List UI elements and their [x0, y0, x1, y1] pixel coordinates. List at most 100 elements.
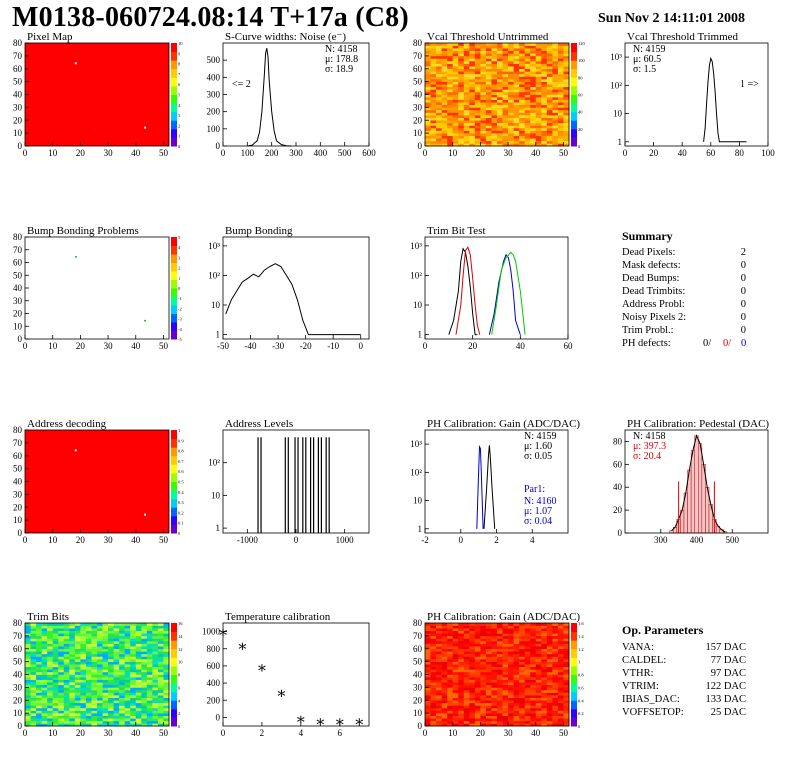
heatmap-cell: [80, 630, 87, 634]
x-tick-label: -50: [217, 341, 229, 351]
heatmap-cell: [557, 659, 564, 662]
heatmap-cell: [535, 646, 542, 650]
heatmap-cell: [430, 73, 437, 77]
heatmap-cell: [508, 630, 514, 634]
x-tick-label: 50: [159, 341, 169, 351]
heatmap-cell: [463, 76, 470, 80]
heatmap-cell: [85, 702, 92, 706]
heatmap-cell: [30, 723, 37, 727]
heatmap-cell: [497, 674, 503, 678]
heatmap-cell: [491, 50, 498, 54]
heatmap-cell: [557, 638, 564, 642]
heatmap-cell: [463, 664, 470, 668]
heatmap-cell: [557, 86, 564, 90]
heatmap-cell: [157, 646, 164, 650]
heatmap-cell: [552, 713, 559, 716]
heatmap-cell: [480, 656, 487, 660]
heatmap-cell: [497, 89, 503, 93]
heatmap-cell: [458, 710, 465, 714]
heatmap-cell: [546, 68, 553, 72]
heatmap-cell: [508, 50, 514, 54]
heatmap-cell: [52, 625, 59, 629]
heatmap-cell: [552, 643, 559, 647]
heatmap-cell: [458, 713, 465, 716]
heatmap-cell: [91, 638, 98, 642]
colorbar-band: [171, 77, 177, 87]
heatmap-cell: [452, 643, 459, 647]
heatmap-cell: [557, 710, 564, 714]
heatmap-cell: [441, 723, 448, 727]
heatmap-cell: [480, 664, 487, 668]
heatmap-cell: [91, 684, 98, 688]
heatmap-cell: [25, 651, 31, 655]
colorbar-label: 0.2: [178, 510, 184, 515]
heatmap-cell: [530, 102, 537, 106]
y-tick-label: 10: [211, 300, 221, 310]
heatmap-cell: [519, 63, 525, 67]
heatmap-cell: [469, 104, 476, 108]
heatmap-cell: [36, 697, 42, 701]
heatmap-cell: [135, 648, 142, 652]
colorbar-label: 10: [178, 41, 183, 46]
heatmap-cell: [474, 648, 481, 652]
x-tick-label: 2: [494, 535, 499, 545]
heatmap-cell: [69, 692, 76, 696]
heatmap-cell: [447, 104, 453, 108]
heatmap-cell: [97, 646, 103, 650]
heatmap-cell: [469, 94, 476, 98]
heatmap-cell: [502, 102, 509, 106]
heatmap-cell: [535, 120, 542, 124]
heatmap-cell: [563, 671, 570, 675]
heatmap-cell: [469, 107, 476, 111]
heatmap-cell: [130, 705, 137, 709]
heatmap-cell: [30, 666, 37, 670]
stat-entries: N: 4158: [325, 44, 358, 55]
heatmap-cell: [519, 635, 525, 639]
heatmap-cell: [491, 120, 498, 124]
heatmap-cell: [474, 84, 481, 88]
heatmap-cell: [41, 630, 48, 634]
heatmap-cell: [452, 68, 459, 72]
heatmap-cell: [480, 713, 487, 716]
heatmap-cell: [502, 61, 509, 64]
heatmap-cell: [519, 86, 525, 90]
heatmap-cell: [524, 707, 531, 711]
heatmap-cell: [552, 715, 559, 719]
heatmap-cell: [452, 661, 459, 665]
heatmap-cell: [436, 687, 442, 691]
heatmap-cell: [530, 112, 537, 116]
heatmap-cell: [69, 715, 76, 719]
heatmap-cell: [452, 707, 459, 711]
heatmap-cell: [425, 109, 431, 113]
heatmap-cell: [146, 661, 153, 665]
heatmap-cell: [102, 653, 109, 657]
bad-bump-pixel: [74, 256, 77, 258]
heatmap-cell: [557, 661, 564, 665]
heatmap-cell: [108, 697, 114, 701]
plot-title: Bump Bonding: [225, 225, 293, 237]
heatmap-cell: [430, 135, 437, 139]
heatmap-cell: [80, 707, 87, 711]
heatmap-cell: [30, 653, 37, 657]
heatmap-cell: [41, 710, 48, 714]
heatmap-cell: [157, 664, 164, 668]
heatmap-cell: [124, 661, 131, 665]
heatmap-cell: [108, 710, 114, 714]
heatmap-cell: [552, 71, 559, 75]
plot-title: Trim Bits: [27, 611, 69, 623]
heatmap-cell: [546, 73, 553, 77]
heatmap-cell: [91, 723, 98, 727]
heatmap-cell: [480, 700, 487, 704]
heatmap-cell: [497, 664, 503, 668]
heatmap-cell: [141, 674, 148, 678]
heatmap-cell: [563, 641, 570, 644]
heatmap-cell: [36, 718, 42, 722]
heatmap-cell: [508, 109, 514, 113]
y-tick-label: 50: [13, 657, 23, 667]
heatmap-cell: [447, 76, 453, 80]
heatmap-cell: [563, 625, 570, 629]
heatmap-cell: [63, 718, 70, 722]
heatmap-cell: [425, 630, 431, 634]
heatmap-cell: [519, 76, 525, 80]
heatmap-cell: [502, 84, 509, 88]
